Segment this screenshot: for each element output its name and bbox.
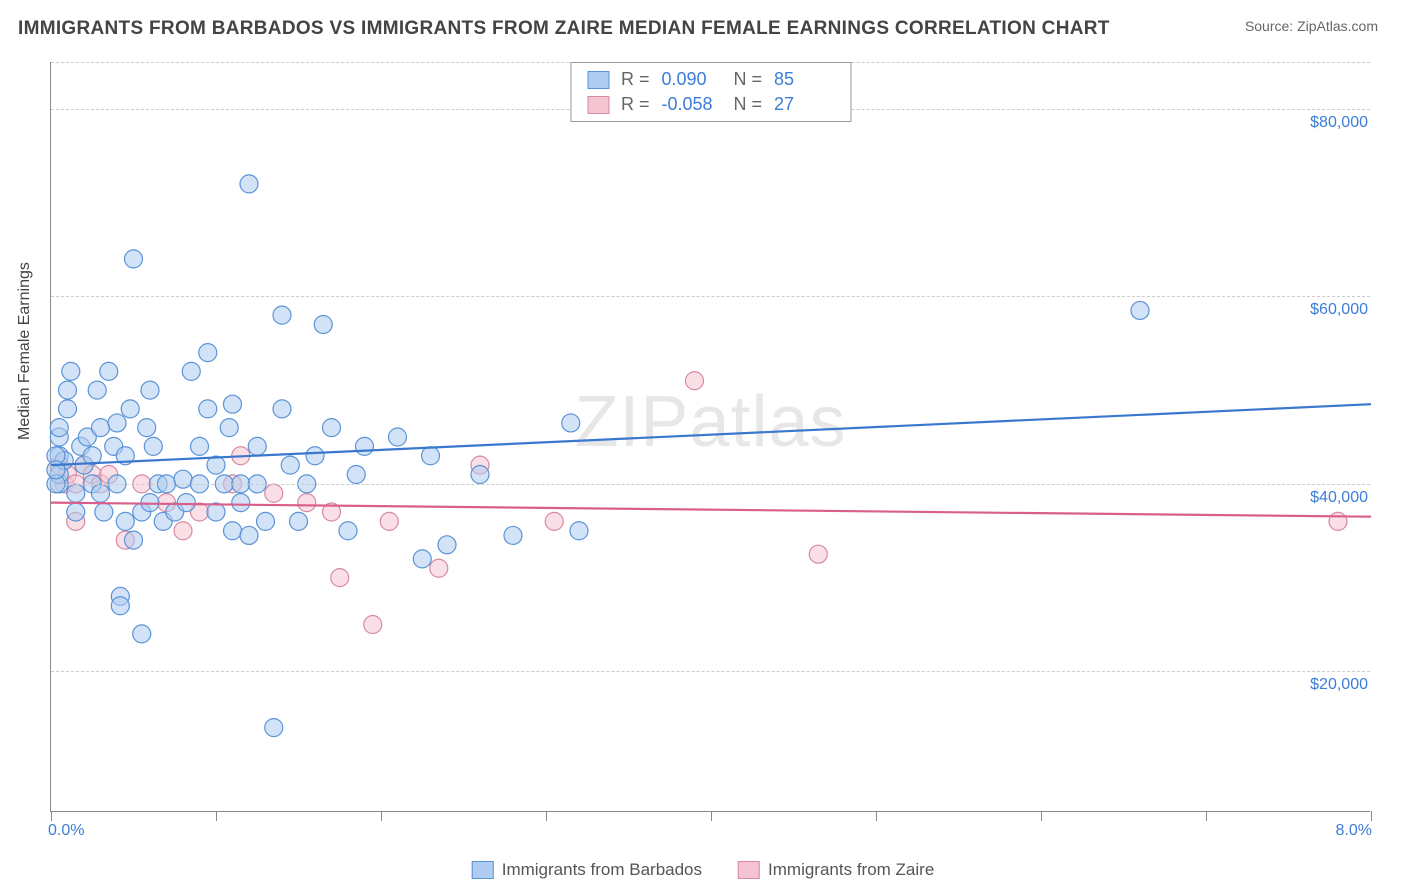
plot-region: ZIPatlas R = 0.090 N = 85 R = -0.058 N =… [50, 62, 1370, 812]
y-axis-title: Median Female Earnings [16, 262, 34, 440]
chart-area: ZIPatlas R = 0.090 N = 85 R = -0.058 N =… [50, 62, 1370, 812]
legend-row-series1: R = 0.090 N = 85 [587, 67, 834, 92]
correlation-legend: R = 0.090 N = 85 R = -0.058 N = 27 [570, 62, 851, 122]
n-label: N = [734, 94, 763, 115]
scatter-svg [51, 62, 1371, 812]
n-value-2: 27 [774, 94, 834, 115]
legend-swatch-2 [587, 96, 609, 114]
legend-item-zaire: Immigrants from Zaire [738, 860, 934, 880]
legend-row-series2: R = -0.058 N = 27 [587, 92, 834, 117]
r-value-1: 0.090 [662, 69, 722, 90]
legend-swatch-barbados [472, 861, 494, 879]
y-tick-label: $20,000 [1306, 676, 1372, 694]
series-legend: Immigrants from Barbados Immigrants from… [472, 860, 935, 880]
legend-item-barbados: Immigrants from Barbados [472, 860, 702, 880]
legend-label-barbados: Immigrants from Barbados [502, 860, 702, 880]
legend-swatch-1 [587, 71, 609, 89]
n-value-1: 85 [774, 69, 834, 90]
legend-label-zaire: Immigrants from Zaire [768, 860, 934, 880]
x-axis-min-label: 0.0% [48, 822, 84, 840]
chart-title: IMMIGRANTS FROM BARBADOS VS IMMIGRANTS F… [18, 18, 1110, 40]
r-value-2: -0.058 [662, 94, 722, 115]
x-axis-max-label: 8.0% [1336, 822, 1372, 840]
source-label: Source: [1245, 18, 1297, 34]
y-tick-label: $80,000 [1306, 114, 1372, 132]
n-label: N = [734, 69, 763, 90]
r-label: R = [621, 69, 650, 90]
source-value: ZipAtlas.com [1297, 18, 1378, 34]
legend-swatch-zaire [738, 861, 760, 879]
source-attribution: Source: ZipAtlas.com [1245, 18, 1378, 34]
r-label: R = [621, 94, 650, 115]
y-tick-label: $60,000 [1306, 301, 1372, 319]
y-tick-label: $40,000 [1306, 489, 1372, 507]
